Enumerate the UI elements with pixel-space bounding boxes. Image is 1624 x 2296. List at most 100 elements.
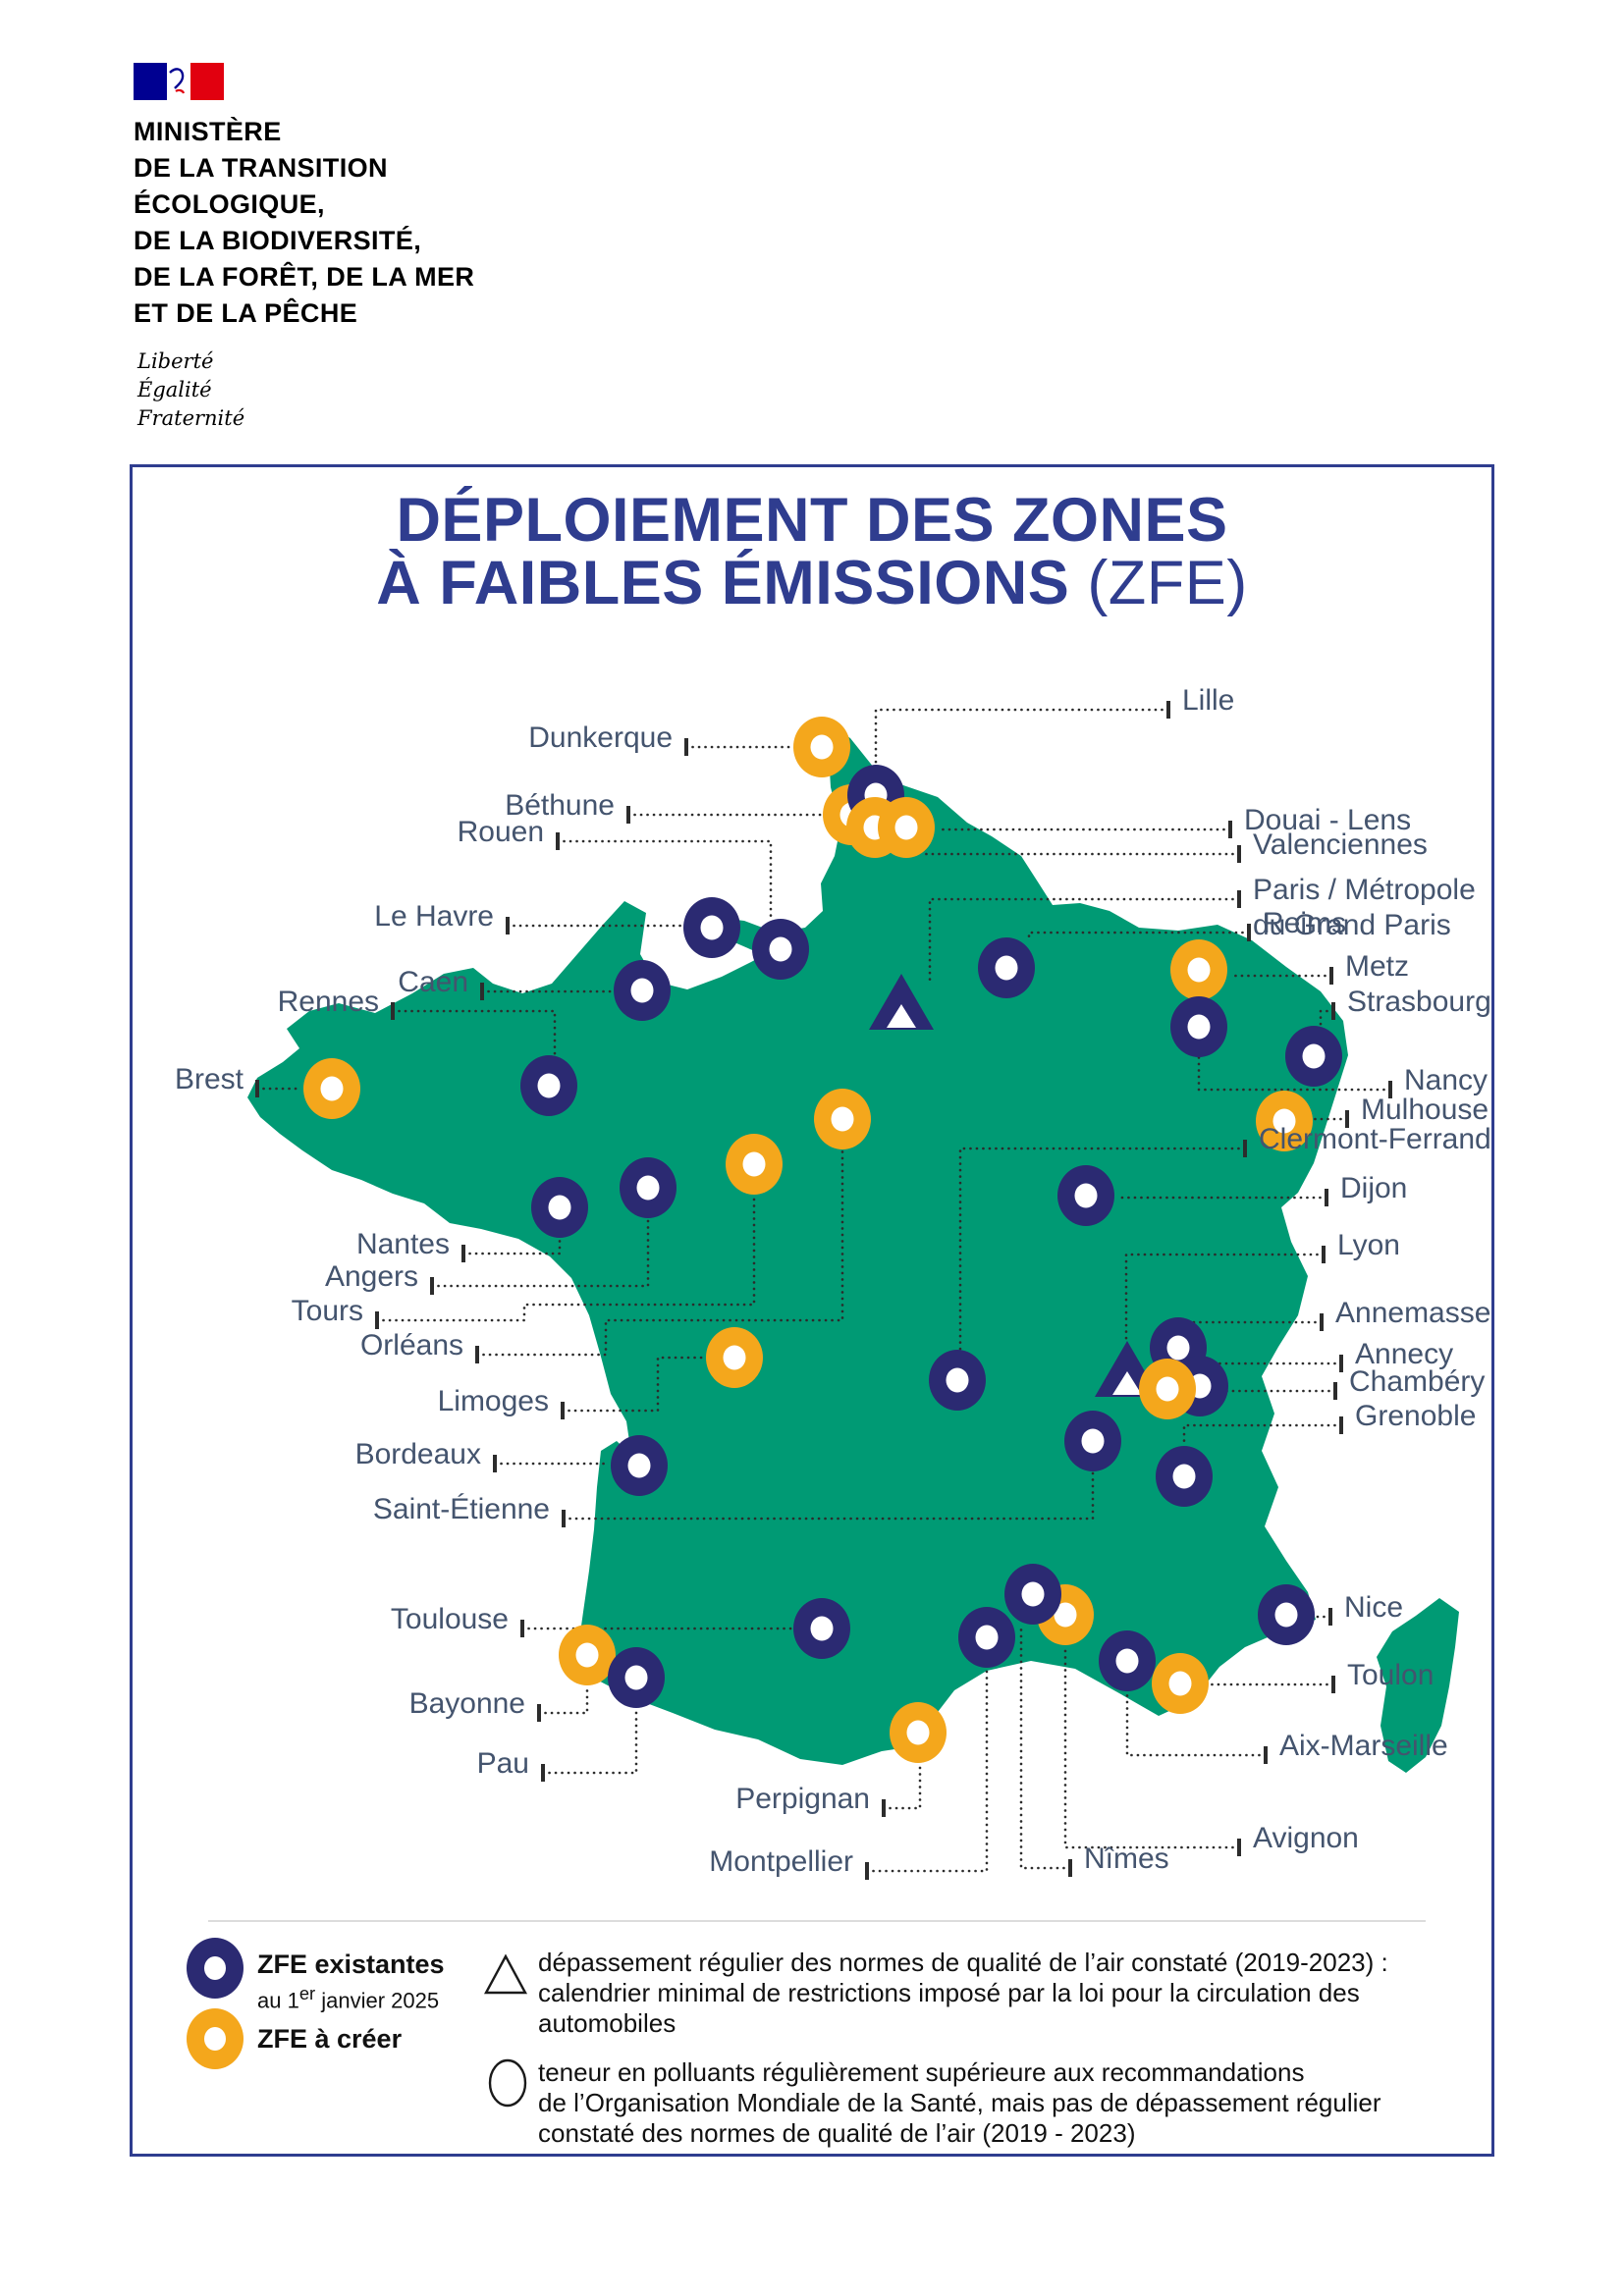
connector-limoges bbox=[561, 1356, 706, 1413]
tick-strasbourg bbox=[1331, 1002, 1335, 1020]
marker-hole-tours bbox=[742, 1151, 766, 1177]
city-label-caen: Caen bbox=[398, 966, 468, 998]
legend-existing-sub: au 1er janvier 2025 bbox=[257, 1983, 445, 2013]
marker-hole-annemasse bbox=[1166, 1335, 1190, 1361]
city-label-limoges: Limoges bbox=[438, 1385, 549, 1417]
city-label-montpellier: Montpellier bbox=[709, 1845, 853, 1878]
connector-clermont-ferrand bbox=[958, 1147, 1247, 1352]
tick-dunkerque bbox=[684, 738, 688, 756]
tick-paris-metropole-du-grand-paris bbox=[1237, 890, 1241, 908]
legend-circle-line: constaté des normes de qualité de l’air … bbox=[538, 2118, 1136, 2148]
marker-hole-nice bbox=[1274, 1602, 1298, 1628]
city-label-le-havre: Le Havre bbox=[374, 900, 494, 933]
city-label-dijon: Dijon bbox=[1340, 1172, 1407, 1204]
tick-mulhouse bbox=[1345, 1110, 1349, 1128]
connector-lyon bbox=[1124, 1253, 1326, 1343]
connector-nantes bbox=[461, 1236, 562, 1255]
tick-metz bbox=[1329, 967, 1333, 985]
tick-rouen bbox=[556, 832, 560, 850]
marker-hole-strasbourg bbox=[1302, 1043, 1326, 1069]
ministry-line: DE LA FORÊT, DE LA MER bbox=[134, 262, 475, 292]
marker-hole-clermont-ferrand bbox=[946, 1367, 969, 1393]
tick-douai-lens bbox=[1228, 821, 1232, 838]
city-label-annemasse: Annemasse bbox=[1335, 1297, 1490, 1329]
city-label-tours: Tours bbox=[292, 1295, 363, 1327]
tick-dijon bbox=[1325, 1189, 1328, 1206]
triangle-inner-lyon bbox=[1112, 1371, 1142, 1395]
city-label-bordeaux: Bordeaux bbox=[355, 1438, 481, 1470]
ministry-line: ET DE LA PÊCHE bbox=[134, 298, 358, 328]
marker-hole-bayonne bbox=[575, 1642, 599, 1668]
city-label-toulon: Toulon bbox=[1347, 1659, 1434, 1691]
marianne-profile-icon bbox=[169, 68, 186, 94]
exceedance-triangle-icon bbox=[483, 1953, 528, 1995]
tick-montpellier bbox=[865, 1862, 869, 1880]
connector-nancy bbox=[1197, 1055, 1392, 1092]
city-label-angers: Angers bbox=[325, 1260, 418, 1293]
marker-hole-caen bbox=[630, 978, 654, 1003]
legend-triangle-line: dépassement régulier des normes de quali… bbox=[538, 1948, 1388, 1977]
tick-clermont-ferrand bbox=[1243, 1140, 1247, 1157]
legend-sub-post: janvier 2025 bbox=[315, 1988, 440, 2013]
connector-saint-etienne bbox=[562, 1469, 1095, 1521]
city-label-avignon: Avignon bbox=[1253, 1822, 1359, 1854]
legend-existing-label: ZFE existantes bbox=[257, 1949, 445, 1979]
marker-hole-chambery bbox=[1156, 1376, 1179, 1402]
legend-sub-sup: er bbox=[298, 1983, 316, 2003]
tick-brest bbox=[255, 1080, 259, 1097]
tick-chambery bbox=[1333, 1382, 1337, 1400]
tick-le-havre bbox=[506, 917, 510, 934]
marker-hole-orleans bbox=[831, 1106, 854, 1132]
tick-toulouse bbox=[520, 1620, 524, 1637]
tick-orleans bbox=[475, 1346, 479, 1363]
marker-hole-le-havre bbox=[700, 915, 724, 940]
legend-create bbox=[185, 2006, 245, 2076]
marker-hole-nancy bbox=[1187, 1014, 1211, 1040]
marker-hole-limoges bbox=[723, 1345, 746, 1370]
corsica-silhouette bbox=[1377, 1598, 1459, 1773]
french-government-logo bbox=[134, 63, 224, 100]
tick-angers bbox=[430, 1277, 434, 1295]
connector-avignon bbox=[1063, 1643, 1241, 1849]
city-label-nimes: Nîmes bbox=[1084, 1842, 1169, 1875]
motto-line: Fraternité bbox=[137, 406, 245, 430]
connector-strasbourg bbox=[1319, 1009, 1335, 1030]
zfe-existing-icon bbox=[187, 1938, 244, 1999]
city-label-orleans: Orléans bbox=[360, 1329, 463, 1362]
city-label-rouen: Rouen bbox=[458, 816, 544, 848]
marker-hole-mulhouse bbox=[1272, 1108, 1296, 1134]
title-line1: DÉPLOIEMENT DES ZONES bbox=[396, 486, 1228, 555]
legend-existing bbox=[185, 1936, 245, 2005]
tick-lille bbox=[1166, 701, 1170, 719]
ministry-line: DE LA TRANSITION bbox=[134, 153, 388, 183]
city-label-lille: Lille bbox=[1182, 684, 1234, 717]
city-label-pau: Pau bbox=[477, 1747, 529, 1780]
marker-hole-perpignan bbox=[906, 1720, 930, 1745]
tick-nancy bbox=[1388, 1081, 1392, 1098]
tick-grenoble bbox=[1339, 1416, 1343, 1434]
city-label-annecy: Annecy bbox=[1355, 1338, 1453, 1370]
legend-sub-pre: au 1 bbox=[257, 1988, 299, 2013]
marker-hole-reims bbox=[995, 955, 1018, 981]
zfe-create-icon bbox=[187, 2008, 244, 2069]
title-zfe-suffix: (ZFE) bbox=[1069, 549, 1248, 617]
marker-hole-pau bbox=[624, 1665, 648, 1690]
ministry-line: ÉCOLOGIQUE, bbox=[134, 189, 325, 219]
tick-toulon bbox=[1331, 1676, 1335, 1693]
legend-triangle-line: automobiles bbox=[538, 2008, 677, 2038]
marker-hole-bordeaux bbox=[627, 1453, 651, 1478]
tick-caen bbox=[480, 983, 484, 1000]
tick-rennes bbox=[391, 1002, 395, 1020]
legend-existing-text: ZFE existantes au 1er janvier 2025 bbox=[257, 1949, 445, 2013]
city-label-dunkerque: Dunkerque bbox=[528, 721, 673, 754]
city-label-bayonne: Bayonne bbox=[409, 1687, 525, 1720]
connector-paris-metropole-du-grand-paris bbox=[928, 897, 1241, 984]
tick-reims bbox=[1247, 924, 1251, 941]
ministry-line: DE LA BIODIVERSITÉ, bbox=[134, 226, 422, 255]
ministry-name: MINISTÈRE DE LA TRANSITION ÉCOLOGIQUE, D… bbox=[134, 114, 474, 332]
france-silhouette bbox=[247, 721, 1348, 1765]
tick-aix-marseille bbox=[1264, 1746, 1268, 1764]
marker-hole-toulouse bbox=[810, 1616, 834, 1641]
